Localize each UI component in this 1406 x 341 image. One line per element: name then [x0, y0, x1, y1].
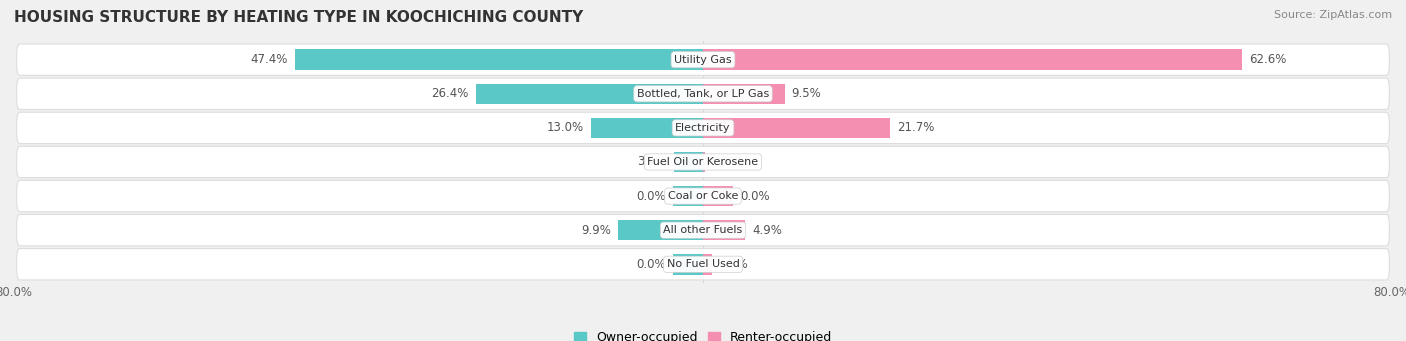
Text: 0.0%: 0.0%	[637, 190, 666, 203]
Bar	[703, 49, 1241, 70]
FancyBboxPatch shape	[17, 44, 1389, 75]
Text: 13.0%: 13.0%	[547, 121, 583, 134]
Text: 0.0%: 0.0%	[637, 258, 666, 271]
Text: Utility Gas: Utility Gas	[675, 55, 731, 65]
Text: 0.27%: 0.27%	[713, 155, 749, 168]
Bar	[673, 254, 703, 275]
FancyBboxPatch shape	[17, 78, 1389, 109]
Text: 21.7%: 21.7%	[897, 121, 934, 134]
Text: 47.4%: 47.4%	[250, 53, 288, 66]
Bar	[673, 152, 703, 172]
Text: Bottled, Tank, or LP Gas: Bottled, Tank, or LP Gas	[637, 89, 769, 99]
Bar	[703, 118, 890, 138]
Text: 1.0%: 1.0%	[718, 258, 748, 271]
Bar	[703, 254, 711, 275]
Text: 9.9%: 9.9%	[581, 224, 610, 237]
Text: 62.6%: 62.6%	[1249, 53, 1286, 66]
Bar	[475, 84, 703, 104]
Bar	[617, 220, 703, 240]
Bar	[703, 186, 733, 206]
Text: Electricity: Electricity	[675, 123, 731, 133]
Text: 0.0%: 0.0%	[740, 190, 769, 203]
Bar	[673, 186, 703, 206]
Text: 9.5%: 9.5%	[792, 87, 821, 100]
Text: All other Fuels: All other Fuels	[664, 225, 742, 235]
FancyBboxPatch shape	[17, 249, 1389, 280]
Bar	[295, 49, 703, 70]
FancyBboxPatch shape	[17, 112, 1389, 144]
FancyBboxPatch shape	[17, 146, 1389, 178]
Bar	[703, 220, 745, 240]
Text: 3.4%: 3.4%	[637, 155, 666, 168]
FancyBboxPatch shape	[17, 180, 1389, 212]
Bar	[703, 84, 785, 104]
Text: Source: ZipAtlas.com: Source: ZipAtlas.com	[1274, 10, 1392, 20]
FancyBboxPatch shape	[17, 214, 1389, 246]
Text: HOUSING STRUCTURE BY HEATING TYPE IN KOOCHICHING COUNTY: HOUSING STRUCTURE BY HEATING TYPE IN KOO…	[14, 10, 583, 25]
Text: Coal or Coke: Coal or Coke	[668, 191, 738, 201]
Text: 26.4%: 26.4%	[432, 87, 468, 100]
Legend: Owner-occupied, Renter-occupied: Owner-occupied, Renter-occupied	[568, 326, 838, 341]
Text: No Fuel Used: No Fuel Used	[666, 259, 740, 269]
Bar	[591, 118, 703, 138]
Text: Fuel Oil or Kerosene: Fuel Oil or Kerosene	[647, 157, 759, 167]
Bar	[703, 152, 706, 172]
Text: 4.9%: 4.9%	[752, 224, 782, 237]
